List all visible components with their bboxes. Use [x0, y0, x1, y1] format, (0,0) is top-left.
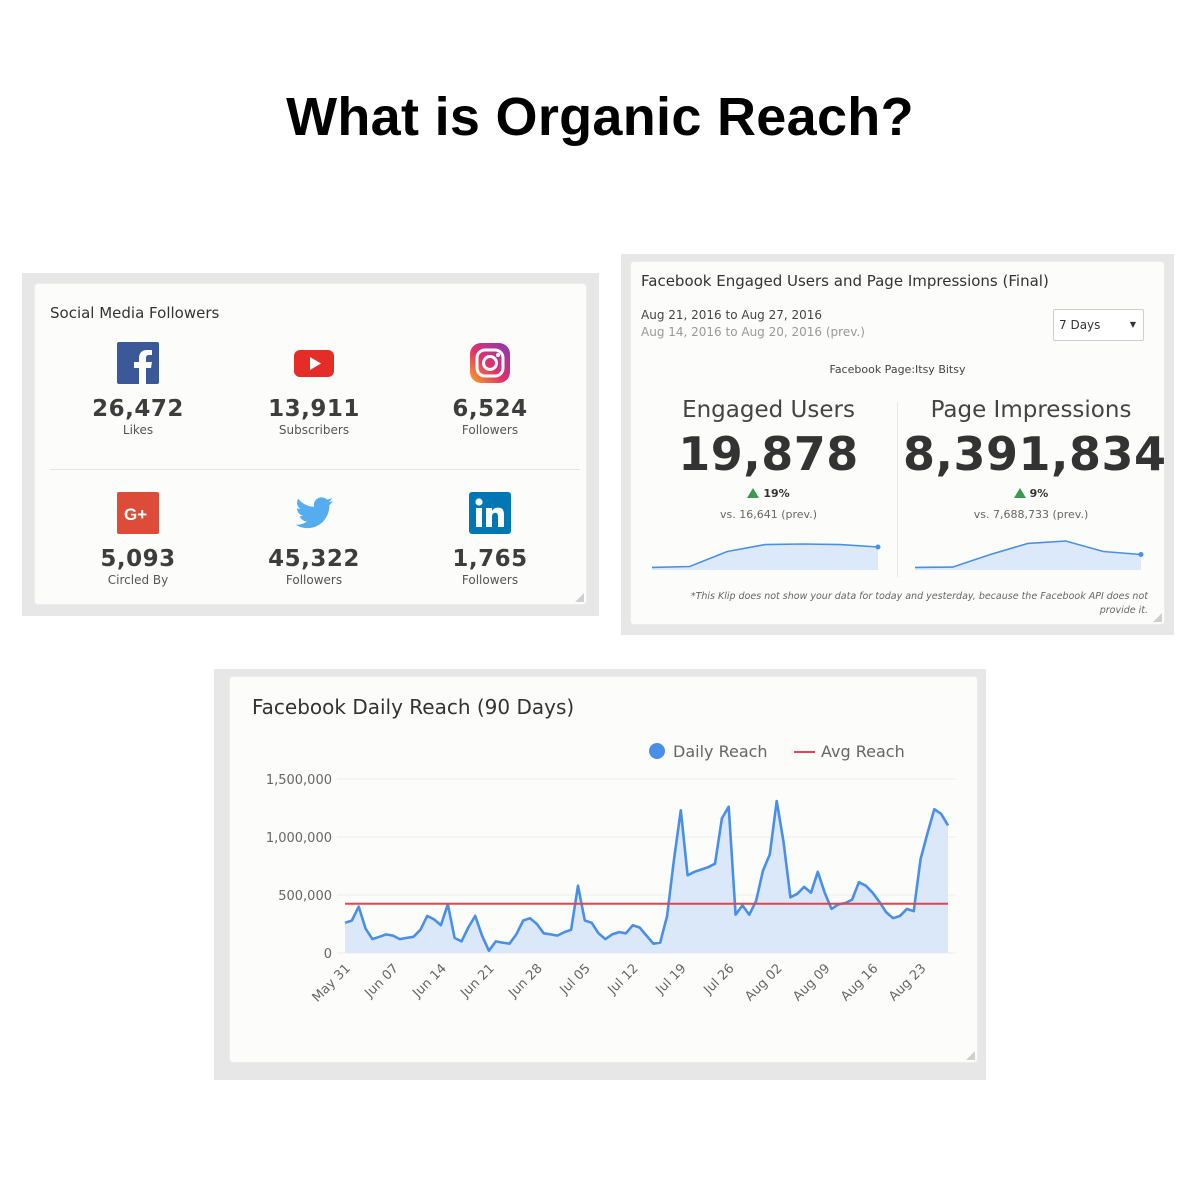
instagram-stat[interactable]: 6,524 Followers: [405, 342, 575, 437]
x-tick-label: Jul 05: [557, 961, 594, 998]
reach-chart-title: Facebook Daily Reach (90 Days): [252, 695, 575, 719]
engaged-card-title: Facebook Engaged Users and Page Impressi…: [641, 272, 1049, 290]
facebook-daily-reach-panel: Facebook Daily Reach (90 Days) 0 500,000 1…: [214, 669, 986, 1080]
legend-label: Avg Reach: [821, 742, 905, 761]
engaged-users-value: 19,878: [678, 427, 859, 481]
sparkline-line: [651, 543, 879, 569]
facebook-engaged-panel: Facebook Engaged Users and Page Impressi…: [621, 254, 1174, 635]
trend-up-icon: [1013, 488, 1026, 498]
page-impressions-metric: Page Impressions 8,391,834 9% vs. 7,688,…: [903, 397, 1167, 521]
x-tick-label: Aug 23: [886, 961, 929, 1004]
metric-divider: [897, 402, 898, 577]
x-tick-label: Jun 07: [361, 961, 401, 1001]
linkedin-count: 1,765: [452, 546, 528, 572]
resize-grip[interactable]: [575, 593, 584, 602]
resize-grip[interactable]: [1153, 613, 1162, 622]
sparkline-end-point: [875, 544, 881, 550]
trend-up-icon: [747, 488, 760, 498]
engaged-users-metric: Engaged Users 19,878 19% vs. 16,641 (pre…: [641, 397, 896, 521]
resize-grip[interactable]: [966, 1051, 975, 1060]
facebook-daily-reach-card: Facebook Daily Reach (90 Days) 0 500,000 1…: [230, 677, 977, 1062]
facebook-icon: [117, 342, 159, 384]
daily-reach-area: [345, 801, 948, 953]
svg-text:G+: G+: [124, 505, 147, 524]
facebook-label: Likes: [122, 423, 154, 437]
youtube-label: Subscribers: [278, 423, 350, 437]
x-tick-label: Aug 09: [790, 961, 833, 1004]
engaged-users-prev: vs. 16,641 (prev.): [720, 508, 817, 521]
date-range-value: 7 Days: [1059, 318, 1101, 332]
x-tick-label: May 31: [310, 961, 354, 1005]
twitter-icon: [295, 497, 333, 529]
page-impressions-sparkline: [914, 540, 1144, 570]
x-tick-label: Jul 12: [605, 961, 642, 998]
legend-label: Daily Reach: [673, 742, 768, 761]
youtube-icon: [294, 350, 334, 377]
engaged-users-sparkline: [651, 543, 881, 570]
engaged-users-label: Engaged Users: [682, 397, 855, 423]
x-tick-label: Aug 16: [838, 961, 881, 1004]
page-title: What is Organic Reach?: [286, 87, 914, 147]
google-plus-count: 5,093: [100, 546, 176, 572]
legend-dot-icon: [649, 743, 665, 759]
engaged-users-change: 19%: [641, 487, 896, 500]
daily-reach-line: [344, 799, 950, 952]
facebook-count: 26,472: [92, 396, 184, 422]
instagram-count: 6,524: [452, 396, 528, 422]
current-date-range: Aug 21, 2016 to Aug 27, 2016: [641, 308, 823, 322]
engaged-users-change-value: 19%: [763, 487, 790, 500]
linkedin-icon: [469, 492, 511, 534]
legend-daily-reach[interactable]: Daily Reach: [649, 742, 768, 761]
x-tick-label: Jul 19: [653, 961, 690, 998]
linkedin-label: Followers: [461, 573, 519, 587]
google-plus-label: Circled By: [107, 573, 169, 587]
twitter-label: Followers: [285, 573, 343, 587]
sparkline-area: [652, 544, 878, 570]
youtube-count: 13,911: [268, 396, 360, 422]
twitter-count: 45,322: [268, 546, 360, 572]
sparkline-end-point: [1138, 552, 1144, 557]
x-tick-label: Jun 21: [457, 961, 497, 1001]
social-divider: [50, 469, 580, 470]
y-tick-label: 1,000,000: [266, 831, 332, 846]
previous-date-range: Aug 14, 2016 to Aug 20, 2016 (prev.): [641, 325, 865, 339]
social-media-followers-panel: Social Media Followers 26,472 Likes 13,9…: [22, 273, 599, 616]
x-tick-label: Jun 14: [409, 961, 449, 1001]
chevron-down-icon: ▼: [1129, 320, 1136, 329]
youtube-stat[interactable]: 13,911 Subscribers: [229, 342, 399, 437]
y-tick-label: 0: [324, 947, 332, 962]
x-tick-label: Jun 28: [505, 961, 545, 1001]
y-tick-label: 500,000: [278, 889, 332, 904]
google-plus-stat[interactable]: G+ 5,093 Circled By: [53, 492, 223, 587]
date-range-select[interactable]: 7 Days ▼: [1053, 309, 1144, 341]
facebook-engaged-card: Facebook Engaged Users and Page Impressi…: [631, 262, 1167, 624]
x-tick-label: Aug 02: [742, 961, 785, 1004]
legend-avg-reach[interactable]: Avg Reach: [794, 742, 905, 761]
page-impressions-change-value: 9%: [1029, 487, 1049, 500]
sparkline-line: [914, 540, 1142, 569]
instagram-icon: [470, 343, 510, 383]
linkedin-stat[interactable]: 1,765 Followers: [405, 492, 575, 587]
x-tick-label: Jul 26: [701, 961, 738, 998]
page-impressions-label: Page Impressions: [930, 397, 1132, 423]
api-footnote: *This Klip does not show your data for t…: [690, 591, 1148, 616]
social-card-title: Social Media Followers: [50, 304, 220, 322]
y-tick-label: 1,500,000: [266, 773, 332, 788]
sparkline-area: [915, 541, 1141, 570]
page-impressions-prev: vs. 7,688,733 (prev.): [973, 508, 1089, 521]
facebook-stat[interactable]: 26,472 Likes: [53, 342, 223, 437]
facebook-page-name: Facebook Page:Itsy Bitsy: [829, 363, 966, 376]
social-media-followers-card: Social Media Followers 26,472 Likes 13,9…: [35, 284, 586, 604]
page-impressions-value: 8,391,834: [903, 427, 1167, 481]
google-plus-icon: G+: [117, 492, 159, 534]
instagram-label: Followers: [461, 423, 519, 437]
page-impressions-change: 9%: [903, 487, 1159, 500]
twitter-stat[interactable]: 45,322 Followers: [229, 492, 399, 587]
